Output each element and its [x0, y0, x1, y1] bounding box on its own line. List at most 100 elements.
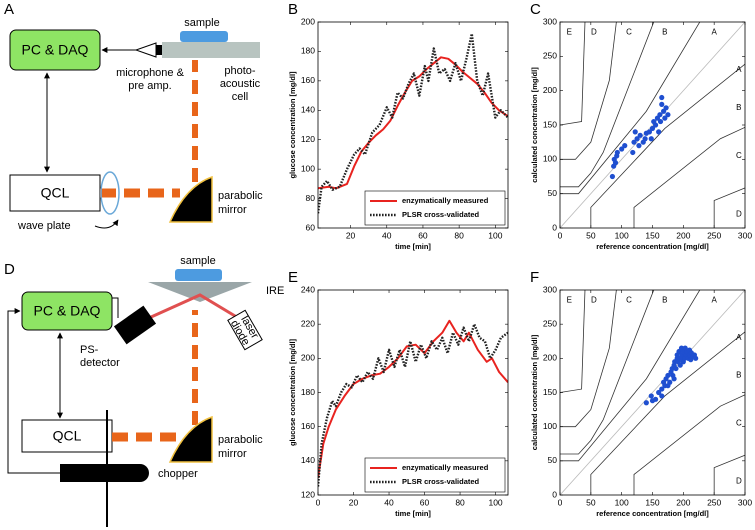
plot-area — [560, 22, 745, 228]
pc-label: PC & DAQ — [22, 42, 89, 58]
point — [657, 118, 664, 125]
y-tick-label: 180 — [301, 387, 315, 397]
point — [612, 160, 619, 166]
mirror-label: parabolic — [218, 190, 263, 202]
chopper — [60, 464, 149, 482]
x-tick-label: 80 — [455, 497, 465, 507]
zone-boundary — [560, 22, 655, 188]
panel-label: D — [4, 261, 15, 278]
laser-diode — [227, 309, 263, 351]
x-tick-label: 50 — [586, 497, 596, 507]
legend-box — [364, 190, 506, 226]
mirror-label: mirror — [218, 448, 247, 460]
identity-line — [560, 290, 745, 495]
detector-label: PS- — [80, 344, 99, 356]
qcl-label: QCL — [53, 428, 82, 444]
point — [646, 129, 653, 135]
point — [648, 136, 654, 142]
point — [631, 139, 637, 145]
point — [652, 122, 659, 128]
point — [622, 143, 628, 149]
zone-label: D — [591, 27, 597, 36]
y-tick-label: 160 — [301, 75, 315, 85]
x-axis-label: reference concentration [mg/dl] — [596, 509, 709, 518]
y-tick-label: 240 — [301, 284, 315, 294]
zone-label: A — [736, 65, 742, 74]
x-axis-label: time [min] — [395, 242, 431, 251]
y-tick-label: 220 — [301, 318, 315, 328]
y-tick-label: 120 — [301, 134, 315, 144]
y-tick-label: 250 — [543, 51, 557, 61]
series-line — [318, 319, 508, 479]
zone-boundary — [560, 290, 617, 428]
zone-boundary — [590, 331, 745, 495]
point — [657, 112, 663, 118]
zone-boundary — [560, 290, 701, 462]
rotation-arrow — [94, 219, 119, 229]
point — [656, 389, 662, 396]
point — [649, 125, 656, 132]
x-tick-label: 100 — [615, 497, 629, 507]
x-tick-label: 100 — [615, 230, 629, 240]
x-tick-label: 50 — [586, 230, 596, 240]
identity-line — [560, 22, 745, 228]
ire — [148, 282, 252, 302]
mirror-label: mirror — [218, 204, 247, 216]
x-tick-label: 40 — [382, 230, 392, 240]
zone-label: A — [711, 295, 717, 304]
zone-label: C — [736, 151, 742, 160]
zone-label: A — [736, 333, 742, 342]
x-tick-label: 100 — [488, 497, 502, 507]
point — [659, 94, 665, 101]
x-tick-label: 300 — [738, 497, 752, 507]
y-tick-label: 200 — [301, 16, 315, 26]
y-tick-label: 250 — [543, 318, 557, 328]
point — [637, 132, 643, 138]
plot-frame — [559, 21, 746, 229]
panel-label: F — [530, 269, 539, 286]
x-tick-label: 40 — [384, 497, 394, 507]
zone-label: C — [626, 295, 632, 304]
cell-label: acoustic — [220, 78, 261, 90]
zone-boundary — [560, 22, 617, 160]
sample-label: sample — [180, 255, 215, 267]
zone-label: C — [626, 27, 632, 36]
y-tick-label: 300 — [543, 16, 557, 26]
microphone-label: microphone & — [116, 67, 185, 79]
x-tick-label: 0 — [558, 230, 563, 240]
plot-frame — [317, 289, 509, 496]
cell-label: photo- — [224, 65, 256, 77]
y-tick-label: 160 — [301, 421, 315, 431]
y-tick-label: 60 — [306, 222, 316, 232]
y-axis-label: calculated concentration [mg/dl] — [530, 67, 539, 183]
point — [656, 129, 662, 135]
point — [663, 105, 669, 111]
series-line — [318, 323, 508, 487]
legend-label: enzymatically measured — [402, 196, 489, 205]
point — [630, 149, 636, 156]
zone-label: D — [736, 209, 742, 218]
y-tick-label: 140 — [301, 105, 315, 115]
legend-label: enzymatically measured — [402, 463, 489, 472]
panel-label: E — [288, 269, 298, 286]
point — [659, 393, 665, 399]
point — [673, 365, 679, 372]
cell-label: cell — [232, 91, 249, 103]
y-tick-label: 200 — [301, 353, 315, 363]
point — [665, 383, 671, 389]
y-tick-label: 100 — [301, 163, 315, 173]
point — [648, 393, 654, 399]
mirror — [168, 175, 213, 223]
pc-box — [21, 291, 113, 331]
y-tick-label: 140 — [301, 455, 315, 465]
point — [614, 149, 620, 156]
zone-label: B — [736, 103, 741, 112]
ire-label: IRE — [266, 285, 284, 297]
detector — [113, 305, 157, 345]
y-tick-label: 100 — [543, 421, 557, 431]
x-tick-label: 20 — [349, 497, 359, 507]
link — [7, 308, 60, 474]
zone-boundary — [633, 126, 745, 228]
y-tick-label: 180 — [301, 46, 315, 56]
sample-label: sample — [184, 17, 219, 29]
